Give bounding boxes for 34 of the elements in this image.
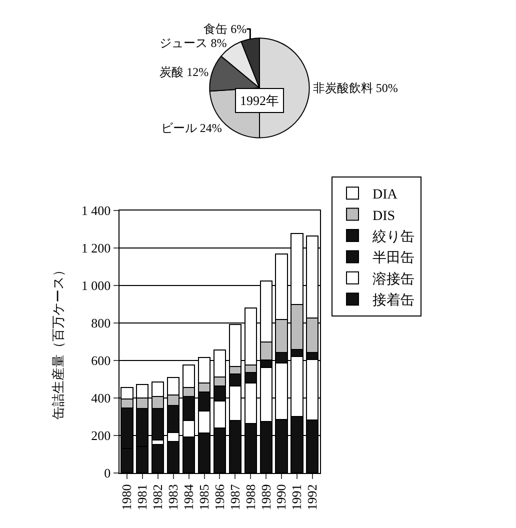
y-tick-label: 0 [104, 466, 111, 481]
slice-label: ビール 24% [160, 120, 222, 135]
x-tick-label: 1986 [212, 484, 227, 510]
x-tick-label: 1984 [181, 484, 196, 510]
y-axis-title: 缶詰生産量（百万ケース） [50, 264, 66, 420]
x-tick-label: 1985 [196, 484, 212, 510]
slice-label: 炭酸 12% [160, 64, 209, 79]
y-tick-label: 1 000 [81, 278, 111, 293]
x-tick-label: 1990 [274, 484, 289, 510]
y-tick-label: 1 200 [81, 240, 111, 256]
legend-label: 接着缶 [372, 292, 415, 309]
x-tick-label: 1987 [227, 484, 242, 510]
x-tick-label: 1991 [289, 484, 304, 510]
legend-label: 絞り缶 [372, 228, 415, 245]
y-tick-label: 400 [91, 390, 111, 406]
y-tick-label: 1 400 [81, 202, 111, 218]
x-tick-label: 1992 [304, 484, 320, 510]
slice-label: 非炭酸飲料 50% [312, 80, 398, 95]
x-tick-label: 1981 [134, 484, 150, 510]
y-tick-label: 600 [91, 352, 111, 368]
y-tick-label: 800 [91, 315, 111, 330]
slice-label: ジュース 8% [160, 36, 227, 50]
x-tick-label: 1989 [258, 484, 274, 510]
x-tick-label: 1980 [119, 484, 134, 510]
x-tick-label: 1982 [150, 484, 166, 510]
legend-label: DIS [372, 208, 396, 224]
text: 1992年 [240, 93, 279, 108]
legend-label: DIA [372, 188, 398, 203]
legend-label: 溶接缶 [372, 271, 415, 288]
legend-label: 半田缶 [372, 250, 415, 266]
slice-label: 食缶 6% [204, 22, 247, 36]
y-tick-label: 200 [91, 428, 111, 444]
x-tick-label: 1988 [242, 484, 258, 510]
x-tick-label: 1983 [166, 484, 181, 510]
